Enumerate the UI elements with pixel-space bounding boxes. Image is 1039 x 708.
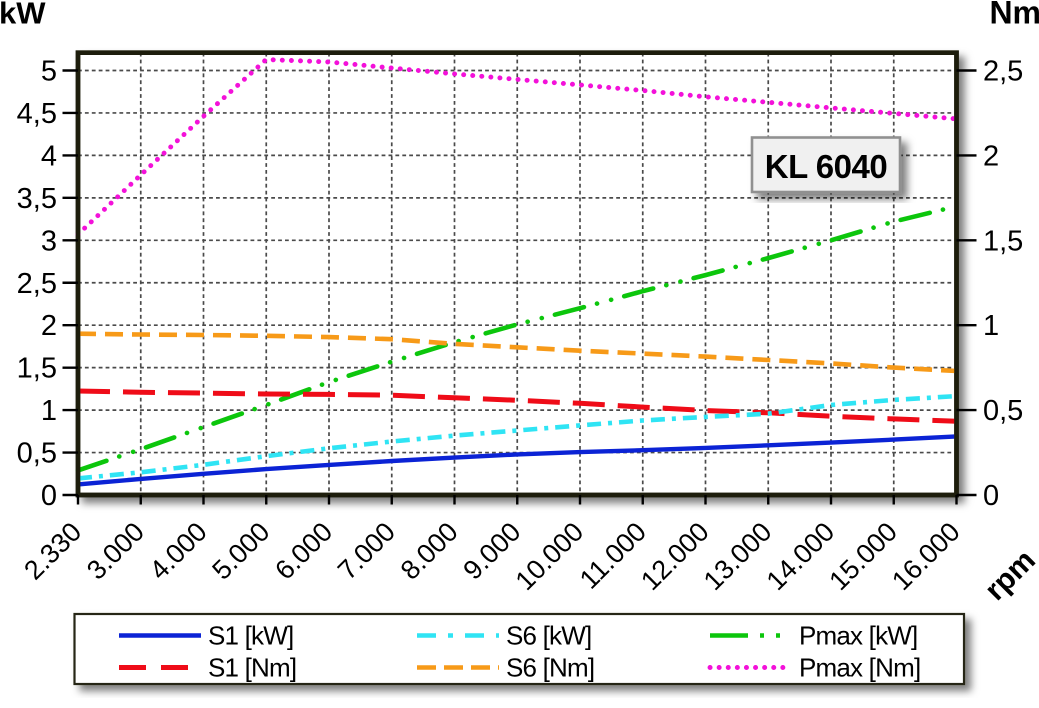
svg-text:3,5: 3,5 xyxy=(17,183,57,215)
svg-text:1: 1 xyxy=(983,310,999,342)
svg-text:2: 2 xyxy=(983,140,999,172)
svg-text:2,5: 2,5 xyxy=(983,56,1023,88)
svg-text:S6 [kW]: S6 [kW] xyxy=(506,621,591,651)
svg-text:0,5: 0,5 xyxy=(17,438,57,470)
svg-text:8.000: 8.000 xyxy=(395,517,464,586)
svg-text:3: 3 xyxy=(41,225,57,257)
svg-text:7.000: 7.000 xyxy=(332,517,401,586)
svg-text:13.000: 13.000 xyxy=(698,517,778,597)
svg-text:S1 [Nm]: S1 [Nm] xyxy=(208,653,296,683)
svg-text:3.000: 3.000 xyxy=(81,517,150,586)
svg-text:4,5: 4,5 xyxy=(17,98,57,130)
svg-text:S6 [Nm]: S6 [Nm] xyxy=(506,653,594,683)
svg-text:0,5: 0,5 xyxy=(983,395,1023,427)
svg-text:2: 2 xyxy=(41,310,57,342)
svg-text:6.000: 6.000 xyxy=(269,517,338,586)
svg-text:1,5: 1,5 xyxy=(983,225,1023,257)
svg-text:Pmax [Nm]: Pmax [Nm] xyxy=(799,653,920,683)
svg-text:KL 6040: KL 6040 xyxy=(765,148,887,185)
svg-text:5: 5 xyxy=(41,56,57,88)
svg-text:2.330: 2.330 xyxy=(18,517,87,586)
svg-text:5.000: 5.000 xyxy=(206,517,275,586)
svg-text:15.000: 15.000 xyxy=(823,517,903,597)
svg-text:S1 [kW]: S1 [kW] xyxy=(208,621,293,651)
svg-text:16.000: 16.000 xyxy=(886,517,966,597)
svg-text:Pmax [kW]: Pmax [kW] xyxy=(799,621,917,651)
svg-text:1: 1 xyxy=(41,395,57,427)
svg-text:1,5: 1,5 xyxy=(17,353,57,385)
svg-text:4: 4 xyxy=(41,140,57,172)
svg-text:rpm: rpm xyxy=(979,544,1039,607)
svg-text:10.000: 10.000 xyxy=(510,517,590,597)
svg-text:0: 0 xyxy=(41,480,57,512)
svg-text:Nm: Nm xyxy=(989,0,1039,31)
svg-text:11.000: 11.000 xyxy=(574,517,652,595)
svg-text:4.000: 4.000 xyxy=(144,517,213,586)
svg-text:2,5: 2,5 xyxy=(17,268,57,300)
svg-text:0: 0 xyxy=(983,480,999,512)
svg-text:kW: kW xyxy=(0,0,46,31)
svg-text:14.000: 14.000 xyxy=(761,517,841,597)
svg-text:12.000: 12.000 xyxy=(635,517,715,597)
